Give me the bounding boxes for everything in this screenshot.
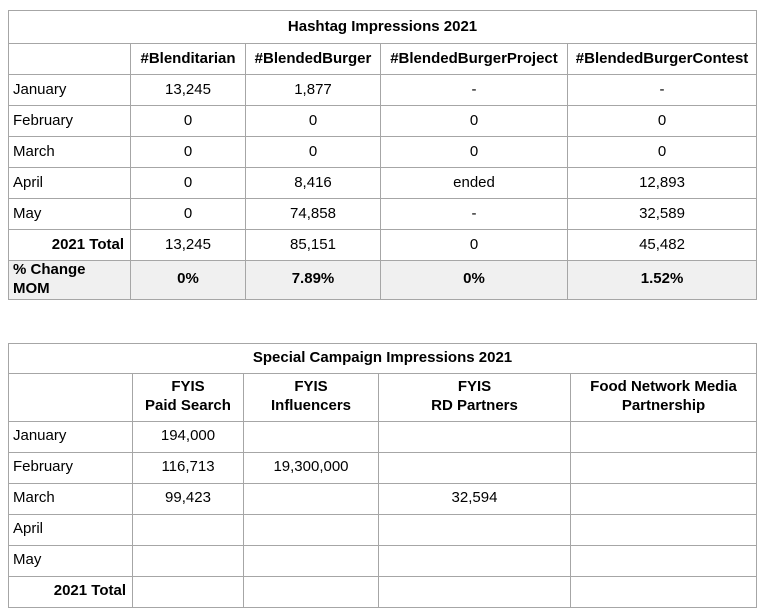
row-label: May <box>8 198 131 230</box>
row-label: February <box>8 451 133 484</box>
data-cell: - <box>380 198 568 230</box>
data-cell <box>378 513 571 546</box>
data-cell: ended <box>380 167 568 199</box>
row-label: May <box>8 544 133 577</box>
row-label: January <box>8 420 133 453</box>
data-cell <box>243 420 379 453</box>
row-label: April <box>8 513 133 546</box>
data-cell: 74,858 <box>245 198 381 230</box>
data-cell: 1.52% <box>566 260 758 300</box>
data-cell: - <box>566 74 758 106</box>
data-cell: 0 <box>130 105 246 137</box>
data-cell: 0 <box>566 136 758 168</box>
data-cell: 0 <box>380 229 568 261</box>
data-cell <box>570 482 757 515</box>
column-header: #BlendedBurgerProject <box>380 43 568 75</box>
data-cell <box>243 513 379 546</box>
data-cell <box>570 513 757 546</box>
row-label: January <box>8 74 131 106</box>
table-title: Special Campaign Impressions 2021 <box>8 342 757 374</box>
data-cell: 0 <box>566 105 758 137</box>
row-label: 2021 Total <box>8 229 131 261</box>
data-cell: 45,482 <box>566 229 758 261</box>
data-cell <box>132 575 244 608</box>
data-cell: 12,893 <box>566 167 758 199</box>
data-cell <box>570 420 757 453</box>
table-row: April 0 8,416 ended 12,893 <box>8 167 758 199</box>
table-row: April <box>8 513 757 546</box>
table-row: February 0 0 0 0 <box>8 105 758 137</box>
column-header: FYIS RD Partners <box>378 372 571 422</box>
table-row: January 194,000 <box>8 420 757 453</box>
data-cell <box>243 482 379 515</box>
table-row: 2021 Total <box>8 575 757 608</box>
row-label: % Change MOM <box>8 260 131 300</box>
row-label: March <box>8 482 133 515</box>
data-cell <box>132 513 244 546</box>
row-label: April <box>8 167 131 199</box>
data-cell <box>243 544 379 577</box>
data-cell: 0 <box>245 105 381 137</box>
table-row: February 116,713 19,300,000 <box>8 451 757 484</box>
data-cell: 0% <box>130 260 246 300</box>
table-row: March 0 0 0 0 <box>8 136 758 168</box>
column-header: #BlendedBurger <box>245 43 381 75</box>
column-header-row: FYIS Paid Search FYIS Influencers FYIS RD … <box>8 372 757 422</box>
data-cell: 0 <box>245 136 381 168</box>
table-row: 2021 Total 13,245 85,151 0 45,482 <box>8 229 758 261</box>
special-campaign-impressions-table: Special Campaign Impressions 2021 FYIS Pa… <box>8 342 757 608</box>
table-row: March 99,423 32,594 <box>8 482 757 515</box>
corner-cell <box>8 43 131 75</box>
data-cell: - <box>380 74 568 106</box>
data-cell: 85,151 <box>245 229 381 261</box>
data-cell: 194,000 <box>132 420 244 453</box>
row-label: February <box>8 105 131 137</box>
column-header: Food Network Media Partnership <box>570 372 757 422</box>
data-cell: 99,423 <box>132 482 244 515</box>
table-row: May <box>8 544 757 577</box>
data-cell <box>378 451 571 484</box>
column-header-row: #Blenditarian #BlendedBurger #BlendedBurge… <box>8 43 758 75</box>
data-cell: 8,416 <box>245 167 381 199</box>
hashtag-impressions-table: Hashtag Impressions 2021 #Blenditarian #Bl… <box>7 10 758 300</box>
data-cell: 1,877 <box>245 74 381 106</box>
table-row: % Change MOM 0% 7.89% 0% 1.52% <box>8 260 758 300</box>
table-title-row: Special Campaign Impressions 2021 <box>8 342 757 374</box>
data-cell: 0 <box>380 105 568 137</box>
data-cell: 7.89% <box>245 260 381 300</box>
row-label: 2021 Total <box>8 575 133 608</box>
data-cell <box>132 544 244 577</box>
table-title: Hashtag Impressions 2021 <box>7 10 758 44</box>
data-cell: 0 <box>130 198 246 230</box>
data-cell <box>570 544 757 577</box>
data-cell <box>378 575 571 608</box>
data-cell <box>570 575 757 608</box>
column-header: #Blenditarian <box>130 43 246 75</box>
data-cell: 0 <box>380 136 568 168</box>
table-title-row: Hashtag Impressions 2021 <box>7 10 758 44</box>
data-cell <box>243 575 379 608</box>
corner-cell <box>8 372 133 422</box>
column-header: FYIS Influencers <box>243 372 379 422</box>
column-header: #BlendedBurgerContest <box>566 43 758 75</box>
data-cell: 32,589 <box>566 198 758 230</box>
data-cell: 32,594 <box>378 482 571 515</box>
data-cell: 13,245 <box>130 74 246 106</box>
data-cell <box>570 451 757 484</box>
row-label: March <box>8 136 131 168</box>
table-row: January 13,245 1,877- - <box>8 74 758 106</box>
data-cell <box>378 420 571 453</box>
data-cell: 19,300,000 <box>243 451 379 484</box>
data-cell: 0 <box>130 136 246 168</box>
table-row: May 0 74,858-32,589 <box>8 198 758 230</box>
data-cell: 116,713 <box>132 451 244 484</box>
data-cell <box>378 544 571 577</box>
data-cell: 13,245 <box>130 229 246 261</box>
column-header: FYIS Paid Search <box>132 372 244 422</box>
data-cell: 0 <box>130 167 246 199</box>
data-cell: 0% <box>380 260 568 300</box>
